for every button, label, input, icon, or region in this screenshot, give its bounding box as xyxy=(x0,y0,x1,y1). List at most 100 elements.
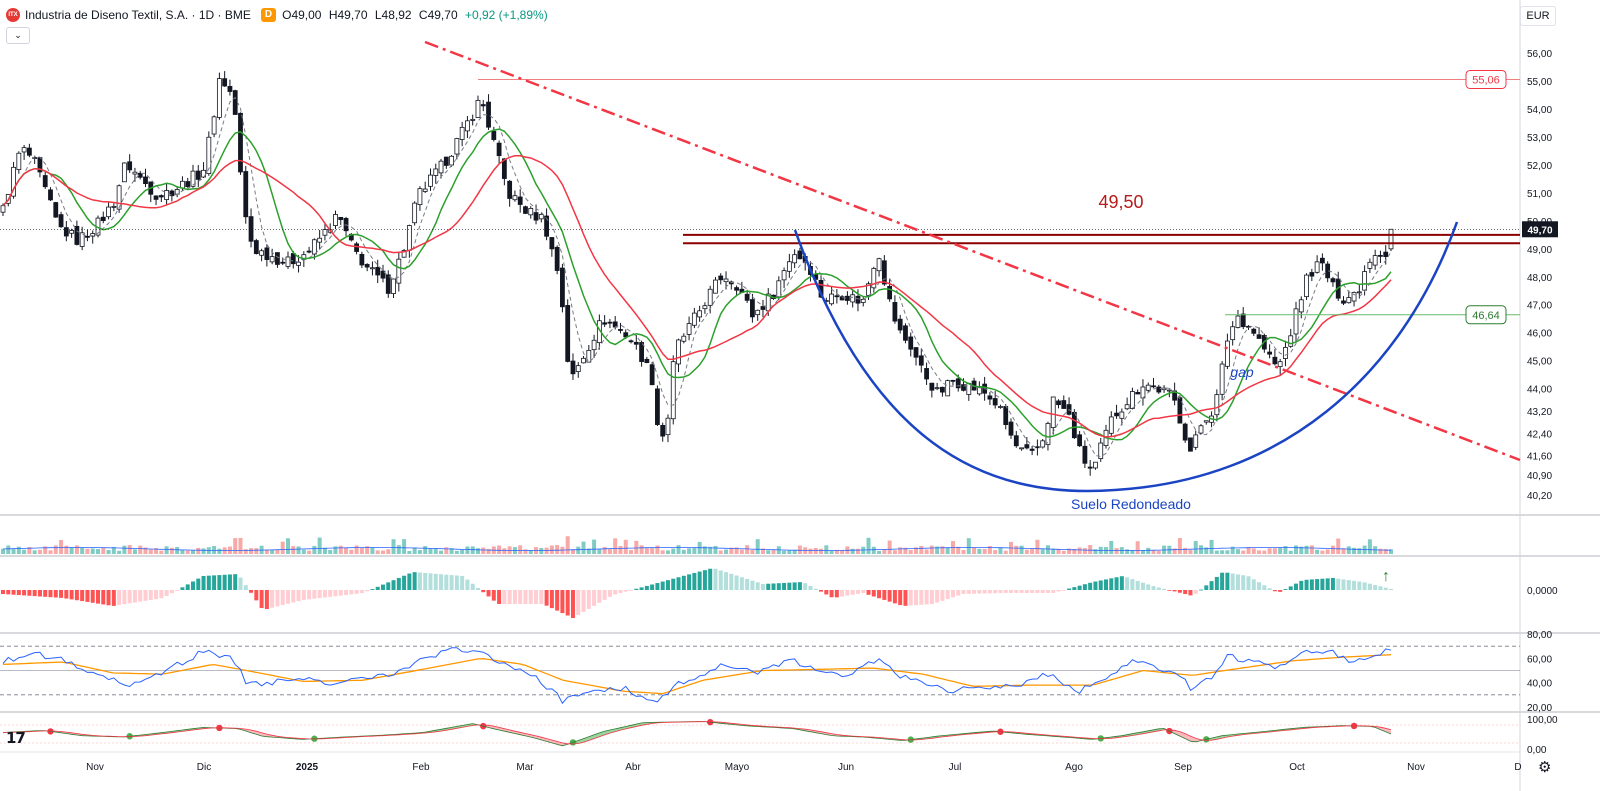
volume-bar xyxy=(1330,545,1335,554)
momentum-bar xyxy=(428,573,433,590)
candle-body xyxy=(1124,404,1130,410)
volume-bar xyxy=(201,548,206,554)
momentum-bar xyxy=(106,590,111,606)
candle-body xyxy=(1203,420,1209,423)
momentum-bar xyxy=(592,590,597,606)
volume-bar xyxy=(243,549,248,554)
candle-body xyxy=(21,147,27,153)
momentum-bar xyxy=(386,582,391,590)
candle-body xyxy=(1304,274,1309,298)
candle-body xyxy=(1114,412,1119,417)
momentum-bar xyxy=(660,581,665,590)
candle-body xyxy=(560,267,565,308)
candle-body xyxy=(913,347,919,358)
momentum-bar xyxy=(1183,590,1188,595)
collapse-legend-button[interactable]: ⌄ xyxy=(6,27,30,44)
volume-bar xyxy=(322,547,327,554)
momentum-bar xyxy=(724,572,729,590)
momentum-bar xyxy=(59,590,64,598)
candle-body xyxy=(1182,423,1188,441)
momentum-bar xyxy=(185,584,190,590)
candle-body xyxy=(707,288,713,306)
candle-body xyxy=(85,235,90,238)
volume-bar xyxy=(597,548,602,554)
momentum-bar xyxy=(544,590,549,606)
time-axis-tick: 2025 xyxy=(296,762,319,773)
price-axis-tick: 51,00 xyxy=(1527,189,1552,200)
volume-bar xyxy=(1072,548,1077,554)
change-value: +0,92 (+1,89%) xyxy=(464,8,548,22)
candle-body xyxy=(1003,406,1009,425)
candle-body xyxy=(829,293,834,305)
interval-badge[interactable]: D xyxy=(260,8,277,22)
candle-body xyxy=(1256,334,1262,339)
candle-body xyxy=(264,247,270,260)
rsi-axis-tick: 60,00 xyxy=(1527,654,1552,665)
volume-bar xyxy=(428,548,433,554)
candle-body xyxy=(834,295,840,298)
candle-body xyxy=(607,321,613,324)
momentum-bar xyxy=(85,590,90,602)
momentum-bar xyxy=(555,590,560,611)
candle-body xyxy=(174,189,180,195)
volume-bar xyxy=(1188,549,1193,554)
volume-bar xyxy=(32,550,37,554)
candle-body xyxy=(929,382,935,391)
momentum-bar xyxy=(491,590,496,601)
volume-bar xyxy=(549,545,554,554)
volume-bar xyxy=(264,549,269,554)
volume-bar xyxy=(993,550,998,554)
momentum-bar xyxy=(201,575,206,590)
volume-bar xyxy=(80,547,85,554)
volume-bar xyxy=(333,546,338,554)
volume-bar xyxy=(1225,550,1230,554)
candle-body xyxy=(1367,261,1373,269)
candle-body xyxy=(1098,442,1104,459)
candle-body xyxy=(285,256,291,267)
volume-bar xyxy=(961,550,966,554)
volume-bar xyxy=(1315,549,1320,554)
candle-body xyxy=(1330,278,1336,283)
momentum-bar xyxy=(111,590,116,606)
gear-icon[interactable]: ⚙ xyxy=(1538,759,1552,776)
volume-bar xyxy=(43,546,48,554)
volume-bar xyxy=(460,549,465,554)
candle-body xyxy=(897,318,903,331)
momentum-bar xyxy=(1040,590,1045,593)
candle-body xyxy=(1093,461,1098,469)
momentum-bar xyxy=(333,590,338,597)
candle-body xyxy=(1277,361,1283,368)
momentum-bar xyxy=(1230,573,1235,590)
volume-bar xyxy=(871,546,876,554)
candle-body xyxy=(311,239,317,255)
price-axis-tick: 47,00 xyxy=(1527,301,1552,312)
oscillator-fill xyxy=(641,722,647,726)
momentum-bar xyxy=(1167,590,1172,591)
volume-bar xyxy=(602,547,607,554)
momentum-bar xyxy=(344,590,349,595)
currency-label[interactable]: EUR xyxy=(1520,6,1556,26)
volume-bar xyxy=(449,548,454,554)
candle-body xyxy=(412,202,418,224)
candle-body xyxy=(760,306,766,310)
momentum-bar xyxy=(328,590,333,597)
candle-body xyxy=(940,386,945,393)
volume-bar xyxy=(903,547,908,554)
candle-body xyxy=(1050,396,1056,429)
volume-bar xyxy=(127,545,132,554)
time-axis-tick: Feb xyxy=(412,762,430,773)
time-axis-tick: Abr xyxy=(625,762,641,773)
momentum-bar xyxy=(143,590,148,601)
volume-bar xyxy=(1146,547,1151,554)
candle-body xyxy=(185,181,191,188)
volume-bar xyxy=(713,545,718,554)
candle-body xyxy=(1040,440,1046,448)
momentum-bar xyxy=(127,590,132,604)
volume-bar xyxy=(1140,550,1145,554)
volume-bar xyxy=(1214,550,1219,554)
symbol-title[interactable]: Industria de Diseno Textil, S.A. · 1D · … xyxy=(25,8,251,22)
candle-body xyxy=(623,332,629,338)
candle-body xyxy=(1314,261,1320,273)
momentum-bar xyxy=(1082,584,1087,590)
